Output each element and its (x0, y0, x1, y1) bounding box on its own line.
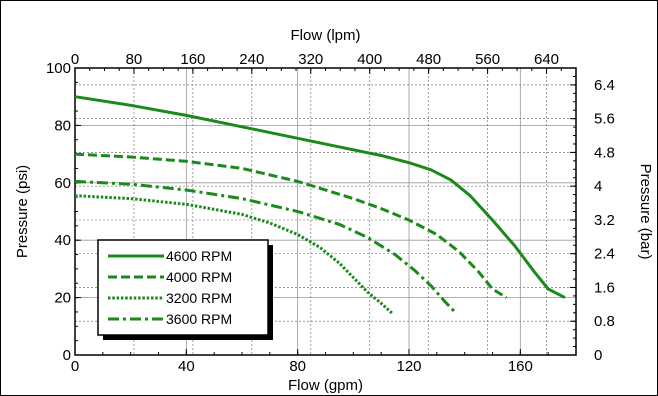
top-axis-label: Flow (lpm) (291, 27, 361, 44)
x-tick-label: 80 (289, 358, 306, 375)
x2-tick-label: 160 (180, 51, 205, 68)
y2-tick-label: 6.4 (594, 77, 615, 94)
y-tick-label: 20 (54, 290, 71, 307)
y2-tick-label: 1.6 (594, 279, 615, 296)
y-tick-label: 80 (54, 117, 71, 134)
legend: 4600 RPM 4000 RPM 3200 RPM 3600 RPM (97, 239, 273, 340)
y-tick-label: 100 (46, 60, 71, 77)
legend-entry-label: 4600 RPM (166, 248, 232, 264)
y2-tick-label: 3.2 (594, 212, 615, 229)
y2-tick-label: 2.4 (594, 246, 615, 263)
series-line-4000-rpm (74, 152, 508, 299)
x2-tick-label: 320 (298, 51, 323, 68)
y-tick-label: 0 (63, 347, 71, 364)
y2-tick-label: 0 (594, 347, 602, 364)
x-tick-label: 0 (71, 358, 79, 375)
legend-entry-label: 3600 RPM (166, 311, 232, 327)
x-tick-label: 160 (508, 358, 533, 375)
x-tick-label: 120 (396, 358, 421, 375)
x2-tick-label: 640 (534, 51, 559, 68)
y-tick-label: 40 (54, 232, 71, 249)
x2-tick-label: 240 (239, 51, 264, 68)
x2-tick-label: 560 (475, 51, 500, 68)
legend-entry-label: 3200 RPM (166, 290, 232, 306)
left-axis-label: Pressure (psi) (14, 165, 31, 258)
y2-tick-label: 4.8 (594, 144, 615, 161)
right-axis-label: Pressure (bar) (637, 164, 654, 260)
y2-tick-label: 5.6 (594, 111, 615, 128)
series-lines (74, 95, 566, 315)
bottom-axis-label: Flow (gpm) (288, 377, 363, 394)
x2-tick-label: 400 (357, 51, 382, 68)
x2-tick-label: 80 (126, 51, 143, 68)
y2-tick-label: 4 (594, 178, 602, 195)
x2-tick-label: 480 (416, 51, 441, 68)
y-tick-label: 60 (54, 175, 71, 192)
x2-tick-label: 0 (71, 51, 79, 68)
x-tick-label: 40 (178, 358, 195, 375)
y2-tick-label: 0.8 (594, 313, 615, 330)
legend-entry-label: 4000 RPM (166, 269, 232, 285)
series-line-4600-rpm (74, 95, 566, 299)
series-line-3600-rpm (74, 179, 458, 315)
